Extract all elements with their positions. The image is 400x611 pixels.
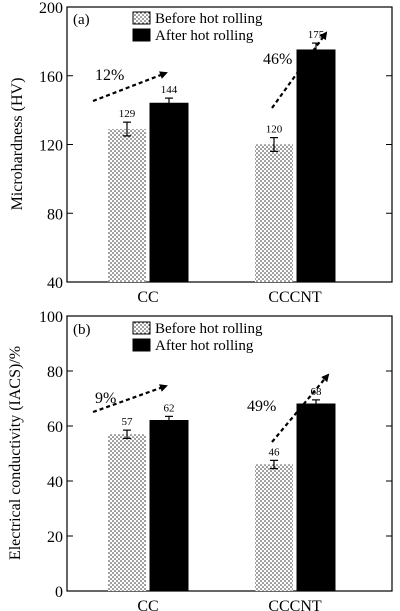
increase-label: 46% [263, 51, 292, 68]
legend-label-after: After hot rolling [155, 28, 254, 44]
legend: Before hot rolling After hot rolling [132, 11, 263, 44]
bar [255, 464, 293, 591]
bar [255, 144, 293, 282]
plot-frame [66, 315, 393, 592]
y-tick-label: 120 [39, 138, 63, 155]
y-tick-label: 60 [47, 419, 63, 436]
y-axis-title: Electrical conductivity (IACS)/% [7, 346, 24, 560]
legend: Before hot rolling After hot rolling [132, 321, 263, 354]
y-tick-label: 20 [47, 529, 63, 546]
data-label: 62 [164, 402, 175, 414]
bar [149, 102, 189, 283]
increase-arrow [271, 373, 330, 443]
y-ticks: 0 20 40 60 80 100 [39, 309, 392, 601]
panel-a: (a) Microhardness (HV) 40 80 120 160 200 129… [9, 0, 393, 306]
increase-arrow [92, 71, 168, 103]
legend-swatch-before [132, 321, 151, 335]
x-tick-label: CC [137, 598, 158, 611]
increase-arrow [271, 31, 328, 109]
legend-swatch-after [132, 338, 151, 352]
data-label: 144 [161, 84, 178, 96]
y-tick-label: 100 [39, 309, 63, 326]
increase-arrow [92, 384, 168, 414]
x-tick-label: CCCNT [268, 289, 322, 306]
data-label: 129 [119, 108, 136, 120]
legend-swatch-after [132, 28, 151, 42]
legend-label-before: Before hot rolling [155, 11, 263, 27]
bar [149, 420, 189, 592]
y-axis-title: Microhardness (HV) [9, 78, 26, 211]
data-label: 46 [269, 446, 281, 458]
increase-label: 49% [247, 398, 276, 415]
panel-label: (a) [73, 12, 90, 28]
bar [296, 403, 336, 592]
bar [296, 49, 336, 283]
legend-label-after: After hot rolling [155, 338, 254, 354]
panel-b: (b) Electrical conductivity (IACS)/% 0 20… [7, 309, 393, 611]
data-label: 68 [311, 386, 323, 398]
y-tick-label: 80 [47, 206, 63, 223]
legend-label-before: Before hot rolling [155, 321, 263, 337]
increase-label: 12% [95, 67, 124, 84]
y-tick-label: 80 [47, 364, 63, 381]
panel-label: (b) [73, 322, 91, 338]
increase-label: 9% [95, 390, 116, 407]
bars: 57 46 62 68 [108, 386, 336, 592]
y-tick-label: 160 [39, 69, 63, 86]
legend-swatch-before [132, 11, 151, 25]
data-label: 57 [122, 416, 134, 428]
bar [108, 434, 146, 591]
x-tick-label: CCCNT [268, 598, 322, 611]
y-tick-label: 40 [47, 474, 63, 491]
y-tick-label: 40 [47, 275, 63, 292]
data-label: 120 [266, 124, 283, 136]
y-tick-label: 200 [39, 0, 63, 17]
y-ticks: 40 80 120 160 200 [39, 0, 392, 292]
x-tick-label: CC [137, 289, 158, 306]
y-tick-label: 0 [55, 584, 63, 601]
bar [108, 129, 146, 282]
